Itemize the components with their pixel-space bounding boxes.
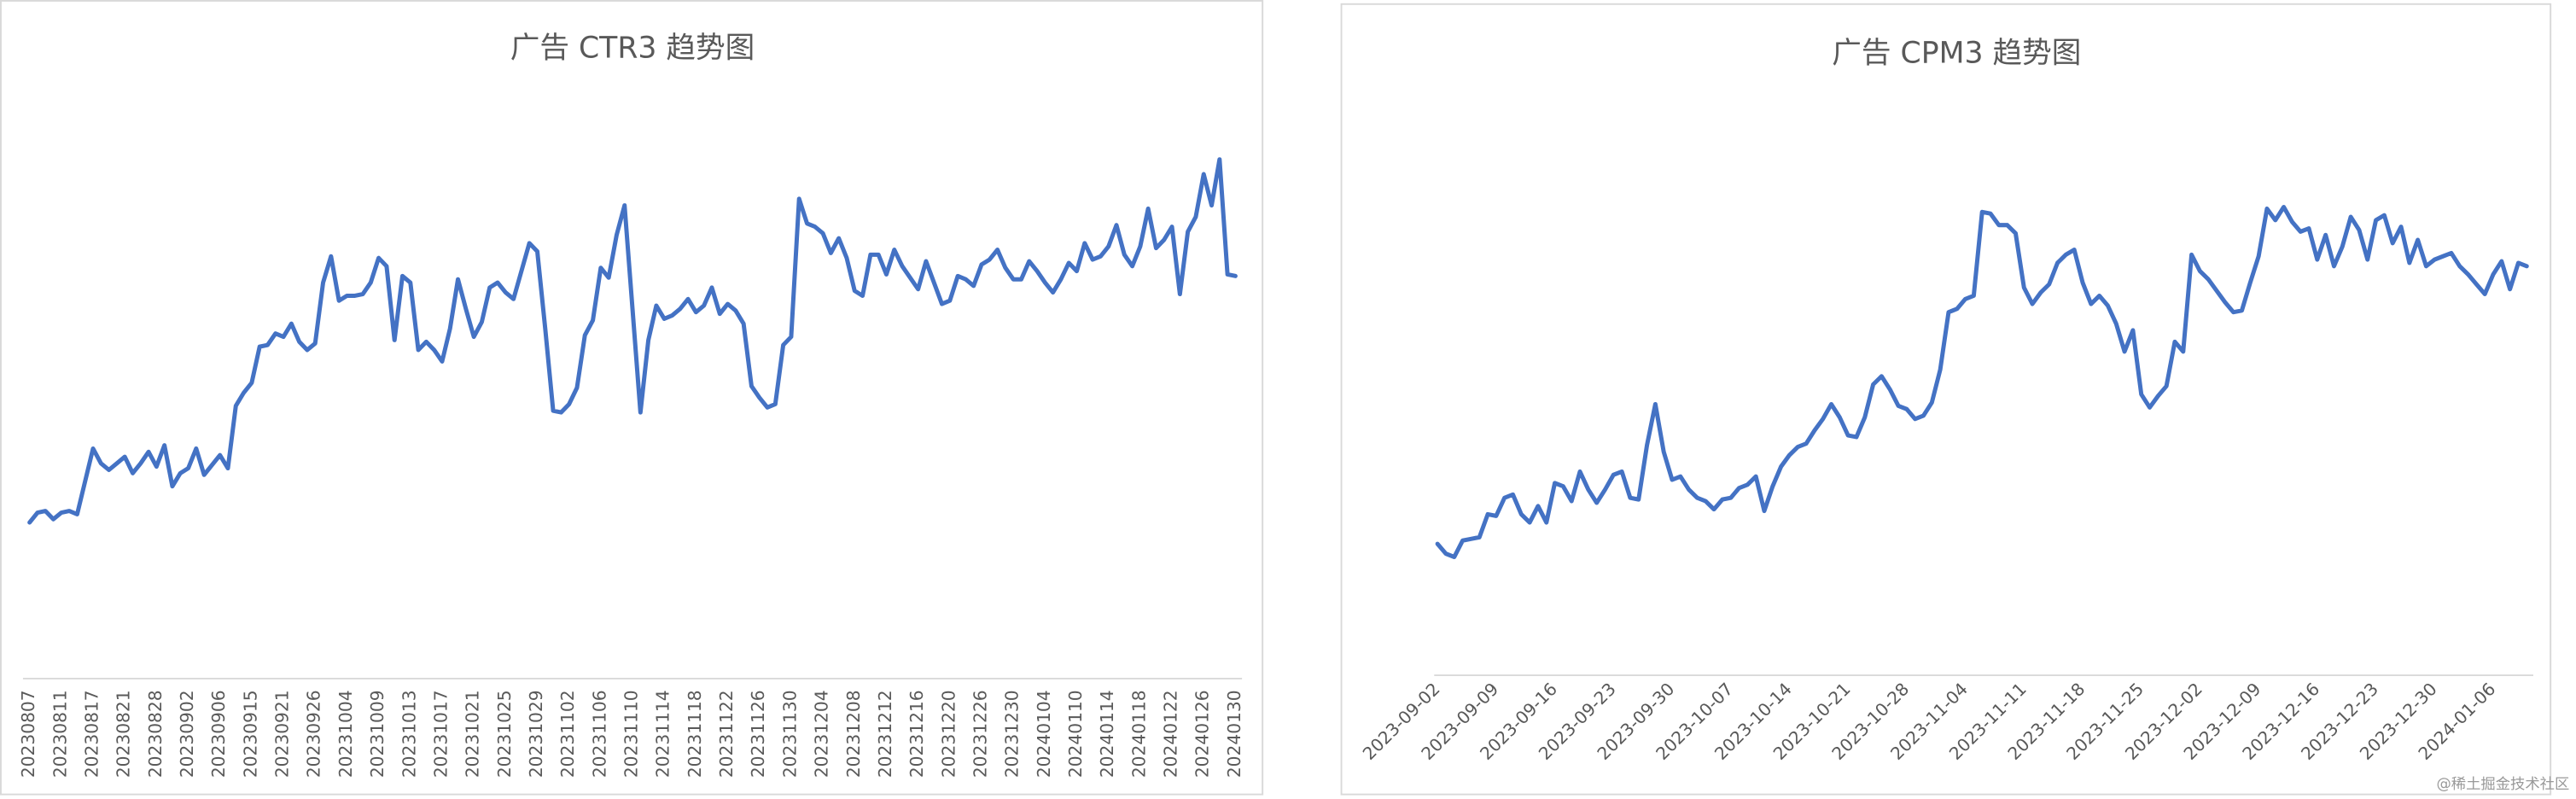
x-tick-label: 20231220 <box>938 690 959 778</box>
data-line <box>1435 205 2529 559</box>
x-tick-label: 20240104 <box>1034 690 1054 778</box>
x-tick-label: 20240122 <box>1161 690 1181 778</box>
x-tick-label: 20231009 <box>367 690 388 778</box>
x-tick-label: 20231212 <box>875 690 895 778</box>
x-tick-label: 20230915 <box>240 690 260 778</box>
x-tick-label: 20230828 <box>145 690 166 778</box>
data-line <box>27 157 1238 525</box>
x-tick-label: 20231106 <box>589 690 609 778</box>
x-tick-label: 20230906 <box>208 690 229 778</box>
x-tick-label: 20231230 <box>1002 690 1023 778</box>
x-tick-label: 20231110 <box>621 690 642 778</box>
x-tick-label: 20230807 <box>18 690 38 778</box>
x-tick-label: 20230811 <box>50 690 70 778</box>
x-tick-label: 20231130 <box>779 690 800 778</box>
x-tick-label: 20231013 <box>399 690 419 778</box>
x-tick-label: 20230926 <box>304 690 324 778</box>
x-tick-label: 20231021 <box>463 690 483 778</box>
x-tick-label: 20230921 <box>272 690 293 778</box>
x-tick-label: 20240110 <box>1065 690 1086 778</box>
panel-border <box>1340 3 2552 796</box>
x-tick-label: 20230902 <box>177 690 197 778</box>
x-tick-label: 20231126 <box>748 690 768 778</box>
x-tick-label: 20231114 <box>653 690 673 778</box>
x-tick-label: 20240130 <box>1224 690 1244 778</box>
x-tick-label: 20240126 <box>1192 690 1213 778</box>
x-tick-label: 20240118 <box>1128 690 1149 778</box>
x-tick-label: 20231029 <box>526 690 546 778</box>
x-tick-label: 20231122 <box>716 690 737 778</box>
x-tick-label: 20231017 <box>430 690 451 778</box>
chart-title: 广告 CTR3 趋势图 <box>510 32 755 66</box>
x-tick-label: 20231025 <box>494 690 515 778</box>
x-tick-label: 20230821 <box>114 690 134 778</box>
panel-border <box>0 0 1264 796</box>
x-tick-label: 20231204 <box>812 690 832 778</box>
x-tick-label: 20231102 <box>557 690 578 778</box>
x-tick-label: 20231004 <box>335 690 356 778</box>
watermark: @稀土掘金技术社区 <box>2436 776 2569 793</box>
chart-title: 广告 CPM3 趋势图 <box>1832 37 2081 71</box>
x-tick-label: 20231118 <box>685 690 705 778</box>
x-tick-label: 20240114 <box>1097 690 1117 778</box>
x-tick-label: 20231226 <box>970 690 990 778</box>
x-tick-label: 20231216 <box>906 690 927 778</box>
x-tick-label: 20231208 <box>843 690 864 778</box>
x-tick-label: 20230817 <box>82 690 102 778</box>
